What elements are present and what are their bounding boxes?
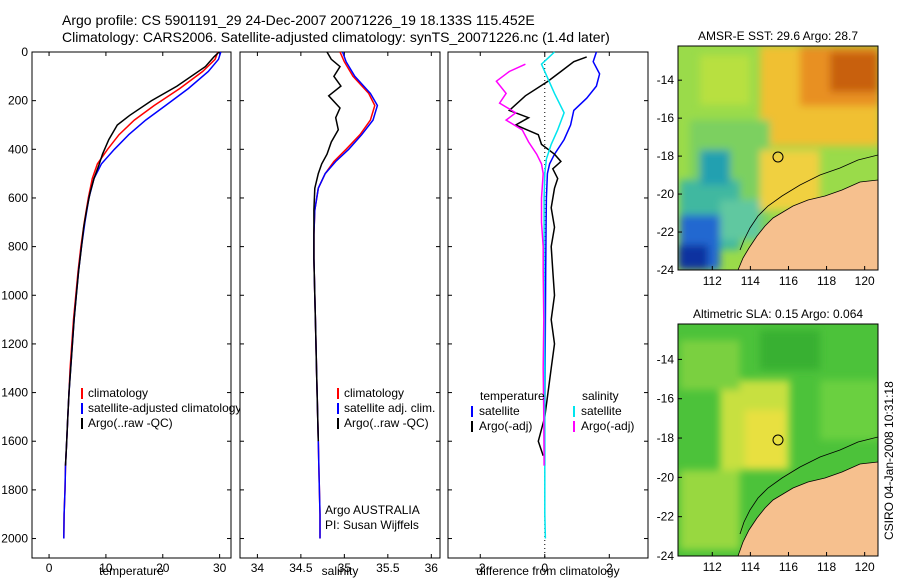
x-tick-label: 30 [213,561,227,575]
legend-label: Argo(..raw -QC) [344,416,429,430]
map-x-tick-label: 116 [779,274,798,288]
map-y-tick-label: -14 [657,352,675,366]
series-temp-satellite [544,51,601,466]
map-x-tick-label: 112 [703,274,722,288]
legend-label: salinity [582,389,619,403]
sst-map: AMSR-E SST: 29.6 Argo: 28.7 112 11 [657,29,879,288]
x-tick-label: -2 [475,561,486,575]
map-y-tick-label: -16 [657,392,675,406]
x-tick-label: 0 [46,561,53,575]
sst-map-title: AMSR-E SST: 29.6 Argo: 28.7 [698,29,858,43]
footer-stamp: CSIRO 04-Jan-2008 10:31:18 [882,381,896,540]
map-x-tick-label: 114 [741,274,760,288]
map-y-tick-label: -20 [657,187,675,201]
map-y-tick-label: -16 [657,111,675,125]
legend-label: climatology [344,386,404,400]
y-tick-label: 1400 [1,386,28,400]
legend-label: satellite [479,404,520,418]
series-sal-satellite [540,51,565,539]
y-tick-label: 600 [8,191,28,205]
x-axis-label: difference from climatology [476,564,619,578]
map-x-tick-label: 120 [855,560,875,574]
map-y-tick-label: -24 [657,263,675,277]
x-tick-label: 35.5 [376,561,400,575]
series-sal-argo [495,63,545,466]
y-tick-label: 2000 [1,532,28,546]
map-x-tick-label: 120 [855,274,875,288]
legend-label: satellite [581,404,622,418]
x-tick-label: 34 [251,561,265,575]
plot-frame [447,51,649,559]
salinity-panel: 34 34.5 35 35.5 36 salinity climatologysatelli… [239,51,441,578]
title-line-1: Argo profile: CS 5901191_29 24-Dec-2007 … [62,12,535,28]
plot-frame [31,51,232,559]
x-tick-label: 0 [541,561,548,575]
legend-label: Argo(..raw -QC) [88,416,173,430]
annotation: Argo AUSTRALIA [325,503,420,517]
legend-label: Argo(-adj) [581,419,634,433]
sla-land [738,462,878,556]
x-axis-label: temperature [99,564,164,578]
temperature-panel: 0 200 400 600 800 1000 1200 1400 1600 1800 2000 0 10… [1,45,241,578]
y-tick-label: 1600 [1,434,28,448]
x-tick-label: 2 [606,561,613,575]
plot-frame [239,51,441,559]
map-x-tick-label: 118 [817,274,836,288]
sla-argo-marker [772,434,784,446]
y-tick-label: 1000 [1,288,28,302]
x-tick-label: 20 [156,561,170,575]
sla-map: Altimetric SLA: 0.15 Argo: 0.064 112 114 1… [657,307,879,574]
map-y-tick-label: -18 [657,431,675,445]
y-tick-label: 400 [8,142,28,156]
sst-argo-marker [772,151,784,163]
map-x-tick-label: 112 [703,560,722,574]
map-x-tick-label: 114 [741,560,760,574]
map-y-tick-label: -18 [657,149,675,163]
title-line-2: Climatology: CARS2006. Satellite-adjuste… [62,29,610,45]
x-tick-label: 34.5 [289,561,313,575]
y-tick-label: 1800 [1,483,28,497]
x-axis-label: salinity [322,564,359,578]
x-tick-label: 10 [99,561,113,575]
y-tick-label: 800 [8,240,28,254]
legend-label: satellite-adjusted climatology [88,401,241,415]
y-tick-label: 1200 [1,337,28,351]
legend-label: climatology [88,386,148,400]
y-tick-label: 0 [21,45,28,59]
legend-label: temperature [480,389,545,403]
legend-label: Argo(-adj) [479,419,532,433]
map-y-tick-label: -22 [657,225,675,239]
annotation: PI: Susan Wijffels [325,518,419,532]
map-y-tick-label: -20 [657,470,675,484]
series-argo [64,51,220,466]
x-tick-label: 35 [338,561,352,575]
map-x-tick-label: 118 [817,560,836,574]
y-tick-label: 200 [8,94,28,108]
legend-label: satellite adj. clim. [344,401,435,415]
series-argo [313,51,342,442]
sst-land [738,180,878,270]
sla-map-title: Altimetric SLA: 0.15 Argo: 0.064 [693,307,863,321]
map-y-tick-label: -14 [657,73,675,87]
series-temp-argo [507,56,587,457]
map-x-tick-label: 116 [779,560,798,574]
x-tick-label: 36 [425,561,439,575]
map-y-tick-label: -24 [657,549,675,563]
map-y-tick-label: -22 [657,510,675,524]
